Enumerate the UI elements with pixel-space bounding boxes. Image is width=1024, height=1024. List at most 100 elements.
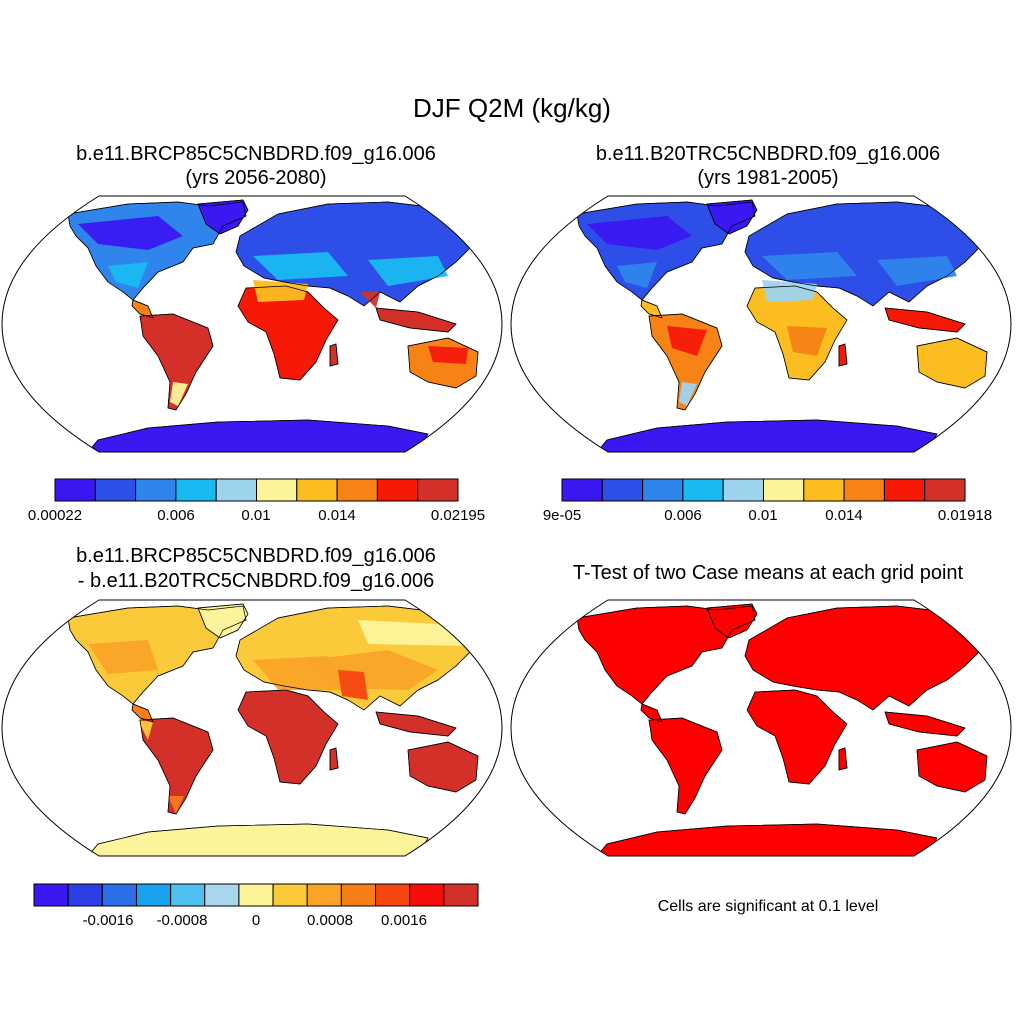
- colorbar-box: [215, 478, 257, 502]
- colorbar-tick-label: 0.0016: [381, 912, 427, 929]
- colorbar-box: [336, 478, 378, 502]
- colorbar-box: [306, 883, 342, 907]
- colorbar-tick-label: 0.02195: [430, 507, 486, 524]
- coastline-indonesia: [375, 307, 457, 333]
- map-border: [510, 195, 1012, 453]
- coastline-centralAmerica: [131, 703, 154, 723]
- colorbar-tick-label: 0.01918: [937, 507, 993, 524]
- colorbar-box: [803, 478, 845, 502]
- colorbar-tick-label: 0.014: [318, 507, 356, 524]
- colorbar-box: [204, 883, 240, 907]
- panel2-title-line2: (yrs 1981-2005): [697, 167, 839, 189]
- patagonia-patch: [170, 382, 188, 406]
- colorbar-box: [67, 883, 103, 907]
- coastline-madagascar: [329, 747, 339, 771]
- persia-patch: [338, 670, 368, 700]
- coastline-southAmerica: [648, 717, 723, 815]
- coastline-southAmerica: [139, 717, 214, 815]
- coastline-northAmerica: [576, 201, 756, 301]
- coastline-australia: [916, 337, 988, 389]
- map-clip-group: [511, 600, 1011, 856]
- sahara-patch: [762, 280, 817, 302]
- us-south-patch: [108, 262, 148, 288]
- arctic-canada-patch: [78, 216, 183, 250]
- andes-patch: [138, 720, 153, 740]
- coastline-australia: [407, 741, 479, 793]
- coastline-indonesia: [884, 711, 966, 737]
- coastline-africa: [237, 689, 339, 785]
- significance-note: Cells are significant at 0.1 level: [657, 898, 879, 915]
- coastline-northAmerica: [67, 605, 247, 705]
- colorbar-box: [601, 478, 644, 502]
- panel3-title-line2: - b.e11.B20TRC5CNBDRD.f09_g16.006: [77, 570, 435, 592]
- colorbar-box: [170, 883, 206, 907]
- coastline-northAmerica: [67, 201, 247, 301]
- coastline-africa: [746, 285, 848, 381]
- colorbar-box: [763, 478, 805, 502]
- coastline-australia: [916, 741, 988, 793]
- colorbar-box: [340, 883, 377, 907]
- arctic-canada-patch: [587, 216, 692, 250]
- coastline-australia: [407, 337, 479, 389]
- coastline-centralAmerica: [131, 299, 154, 319]
- colorbar-box: [94, 478, 137, 502]
- colorbar-box: [722, 478, 765, 502]
- coastline-antarctica: [87, 823, 429, 856]
- map-panel-rcp85: [1, 195, 503, 453]
- mediterranean-patch: [762, 252, 857, 280]
- map-border: [510, 599, 1012, 857]
- east-asia-patch: [877, 256, 957, 286]
- mediterranean-patch: [253, 252, 348, 280]
- main-title: DJF Q2M (kg/kg): [413, 93, 611, 123]
- coastline-antarctica: [87, 419, 429, 452]
- coastline-indonesia: [884, 307, 966, 333]
- colorbar-tick-label: 0.0008: [307, 912, 353, 929]
- patagonia-patch: [679, 382, 697, 406]
- coastline-centralAmerica: [640, 703, 663, 723]
- colorbar-tick-label: 0.01: [241, 507, 271, 524]
- coastline-madagascar: [329, 343, 339, 367]
- colorbar-tick-label: -0.0016: [82, 912, 134, 929]
- colorbar-tick-label: 0.006: [157, 507, 195, 524]
- coastline-southAmerica: [139, 313, 214, 411]
- colorbar-box: [272, 883, 308, 907]
- colorbar-tick-label: 0.014: [825, 507, 863, 524]
- coastline-greenland: [197, 199, 249, 235]
- colorbar-box: [101, 883, 137, 907]
- map-clip-group: [511, 196, 1011, 452]
- colorbar-box: [54, 478, 96, 502]
- colorbar-box: [175, 478, 217, 502]
- map-panel-historical: [510, 195, 1012, 453]
- colorbar-box: [376, 478, 419, 502]
- colorbar-box: [135, 883, 172, 907]
- colorbar-box: [883, 478, 926, 502]
- sahara-patch: [253, 280, 308, 302]
- coastline-europeAsia: [235, 605, 489, 711]
- coastline-greenland: [706, 199, 758, 235]
- panel2-title-line1: b.e11.B20TRC5CNBDRD.f09_g16.006: [595, 143, 941, 165]
- panel1-title-line1: b.e11.BRCP85C5CNBDRD.f09_g16.006: [76, 143, 436, 165]
- colorbar-box: [135, 478, 177, 502]
- colorbar-tick-label: 0.006: [664, 507, 702, 524]
- colorbar-box: [375, 883, 411, 907]
- map-clip-group: [2, 196, 502, 452]
- map-clip-group: [2, 600, 502, 856]
- colorbar-box: [443, 883, 479, 907]
- colorbar-box: [33, 883, 69, 907]
- map-panel-ttest: [510, 599, 1012, 857]
- colorbar-box: [561, 478, 603, 502]
- colorbar-box: [682, 478, 724, 502]
- colorbar-box: [238, 883, 274, 907]
- colorbar-tick-label: -0.0008: [156, 912, 208, 929]
- coastline-northAmerica: [576, 605, 756, 705]
- colorbar-tick-label: 0.00022: [27, 507, 83, 524]
- coastline-africa: [746, 689, 848, 785]
- coastline-greenland: [706, 603, 758, 639]
- map-border: [1, 599, 503, 857]
- coastline-indonesia: [375, 711, 457, 737]
- coastline-madagascar: [838, 747, 848, 771]
- coastline-centralAmerica: [640, 299, 663, 319]
- coastline-europeAsia: [744, 605, 998, 711]
